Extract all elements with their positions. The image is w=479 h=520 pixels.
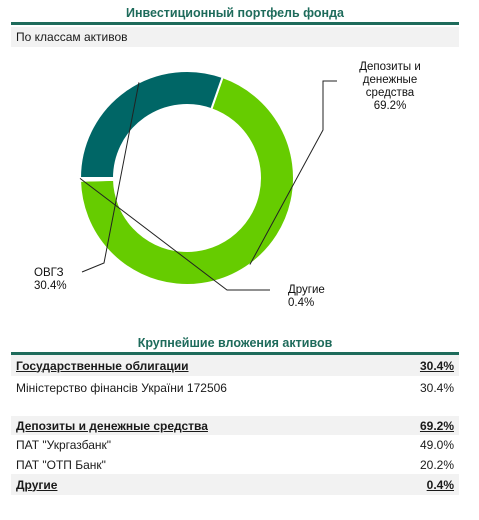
leader-line (81, 82, 140, 273)
table-row: Міністерство фінансів України 172506 30.4… (11, 376, 459, 400)
table-row: ПАТ "ОТП Банк" 20.2% (11, 455, 459, 474)
table-row: ПАТ "Укргазбанк" 49.0% (11, 435, 459, 455)
holding-name: Другие (16, 477, 58, 492)
table-group-row: Депозиты и денежные средства 69.2% (11, 416, 459, 435)
asset-class-subheader: По классам активов (11, 27, 459, 47)
donut-slice (79, 75, 295, 286)
holding-name: Государственные облигации (16, 358, 189, 373)
holding-value: 0.4% (426, 477, 454, 492)
portfolio-title: Инвестиционный портфель фонда (126, 6, 344, 20)
table-spacer (11, 400, 459, 416)
holdings-rule (11, 352, 459, 355)
holding-name: Депозиты и денежные средства (16, 418, 208, 433)
title-rule (11, 22, 459, 25)
donut-slice (78, 70, 224, 179)
donut-chart: Депозиты и денежные средства 69.2% Другие 0.4… (34, 61, 421, 309)
slice-label-other: Другие 0.4% (288, 284, 325, 309)
holdings-title: Крупнейшие вложения активов (137, 336, 333, 350)
holding-value: 49.0% (419, 438, 454, 452)
holdings-table: Государственные облигации 30.4% Міністерст… (11, 355, 459, 495)
leader-line (79, 177, 270, 291)
slice-label-deposits: Депозиты и денежные средства 69.2% (359, 61, 421, 112)
holding-value: 30.4% (419, 358, 454, 373)
table-group-row: Другие 0.4% (11, 474, 459, 495)
holding-value: 20.2% (419, 457, 454, 472)
holding-name: ПАТ "ОТП Банк" (16, 457, 106, 472)
holding-value: 30.4% (419, 381, 454, 395)
leader-line (249, 80, 337, 265)
holding-name: Міністерство фінансів України 172506 (16, 381, 227, 395)
table-group-row: Государственные облигации 30.4% (11, 355, 459, 376)
holding-value: 69.2% (419, 418, 454, 433)
holding-name: ПАТ "Укргазбанк" (16, 438, 112, 452)
slice-label-ovgz: ОВГЗ 30.4% (34, 267, 67, 292)
